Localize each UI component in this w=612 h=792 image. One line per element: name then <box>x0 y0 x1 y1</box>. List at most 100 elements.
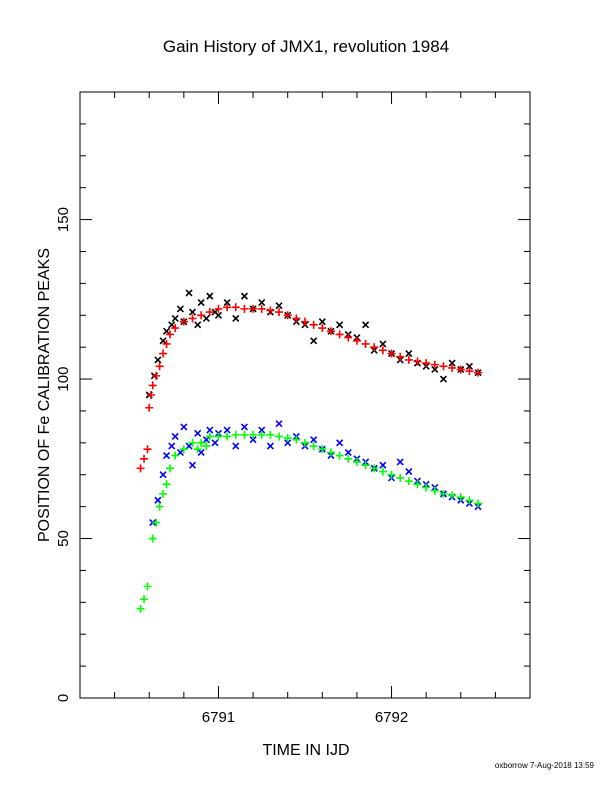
data-point <box>257 430 266 439</box>
data-point <box>344 333 353 342</box>
series-3 <box>136 430 483 613</box>
data-point <box>370 343 379 352</box>
data-point <box>318 445 327 454</box>
data-point <box>465 362 473 370</box>
data-point <box>430 360 439 369</box>
data-point <box>159 337 167 345</box>
series-2 <box>149 420 482 527</box>
data-point <box>335 330 344 339</box>
data-point <box>162 480 171 489</box>
data-point <box>211 439 219 447</box>
data-point <box>448 363 457 372</box>
data-point <box>258 426 266 434</box>
data-point <box>197 298 205 307</box>
data-point <box>206 426 214 434</box>
data-point <box>266 430 275 439</box>
data-point <box>361 339 370 348</box>
data-point <box>249 430 258 439</box>
data-point <box>159 349 168 358</box>
x-tick-label: 6792 <box>375 709 408 726</box>
data-point <box>284 439 292 447</box>
y-tick-label: 100 <box>55 367 72 392</box>
data-point <box>379 461 387 469</box>
data-point <box>185 442 193 450</box>
data-point <box>361 461 370 470</box>
data-point <box>310 337 318 345</box>
data-point <box>249 436 257 444</box>
data-point <box>404 355 413 364</box>
data-point <box>379 340 387 348</box>
data-point <box>439 362 448 371</box>
data-point <box>405 467 413 476</box>
data-point <box>336 439 344 447</box>
data-point <box>159 471 167 479</box>
data-point <box>292 435 301 444</box>
y-axis-label: POSITION OF Fe CALIBRATION PEAKS <box>36 248 53 542</box>
data-point <box>202 442 211 451</box>
data-point <box>168 442 176 450</box>
data-point <box>180 423 188 431</box>
data-point <box>146 391 155 399</box>
data-point <box>439 375 448 383</box>
data-point <box>188 461 197 469</box>
credit-text: oxborrow 7-Aug-2018 13:59 <box>495 761 595 770</box>
data-point <box>171 432 179 441</box>
data-point <box>257 304 266 313</box>
data-point <box>202 436 210 444</box>
data-point <box>206 292 214 300</box>
data-point <box>387 349 396 358</box>
data-point <box>396 352 405 361</box>
data-point <box>194 321 202 329</box>
data-point <box>162 452 171 460</box>
data-point <box>136 464 145 473</box>
data-point <box>362 321 370 329</box>
data-point <box>136 604 145 613</box>
data-point <box>318 318 326 326</box>
chart-title: Gain History of JMX1, revolution 1984 <box>163 37 449 56</box>
series-0 <box>145 289 482 399</box>
data-point <box>155 502 164 511</box>
data-point <box>292 314 301 323</box>
data-point <box>176 305 184 313</box>
axis-tick-labels: 0 50 100 150 6791 6792 <box>55 207 408 726</box>
data-point <box>240 292 248 300</box>
data-point <box>223 432 232 441</box>
data-point <box>193 445 202 454</box>
data-point <box>283 434 292 443</box>
data-point <box>344 448 352 456</box>
data-point <box>301 317 309 326</box>
data-point <box>197 448 205 456</box>
data-marks <box>136 289 483 613</box>
plot-frame <box>79 91 531 699</box>
data-point <box>335 451 344 460</box>
data-point <box>231 303 240 312</box>
x-tick-label: 6791 <box>202 709 235 726</box>
data-point <box>179 445 188 454</box>
data-point <box>240 304 249 313</box>
data-point <box>448 359 456 367</box>
data-point <box>171 324 180 333</box>
data-point <box>275 420 283 428</box>
data-point <box>474 368 483 377</box>
data-point <box>162 339 171 348</box>
data-point <box>352 457 361 466</box>
data-point <box>185 289 193 297</box>
data-point <box>326 327 335 336</box>
data-point <box>168 321 176 329</box>
data-point <box>152 371 161 380</box>
data-point <box>188 438 197 447</box>
data-point <box>301 438 309 447</box>
data-point <box>232 314 240 323</box>
data-point <box>422 483 431 492</box>
data-point <box>197 438 206 447</box>
data-point <box>413 480 422 489</box>
data-point <box>166 464 174 473</box>
data-point <box>179 317 188 326</box>
data-point <box>223 298 231 307</box>
data-point <box>223 426 231 434</box>
data-point <box>378 467 387 476</box>
data-point <box>404 477 413 486</box>
data-point <box>202 314 210 323</box>
data-point <box>162 327 171 335</box>
